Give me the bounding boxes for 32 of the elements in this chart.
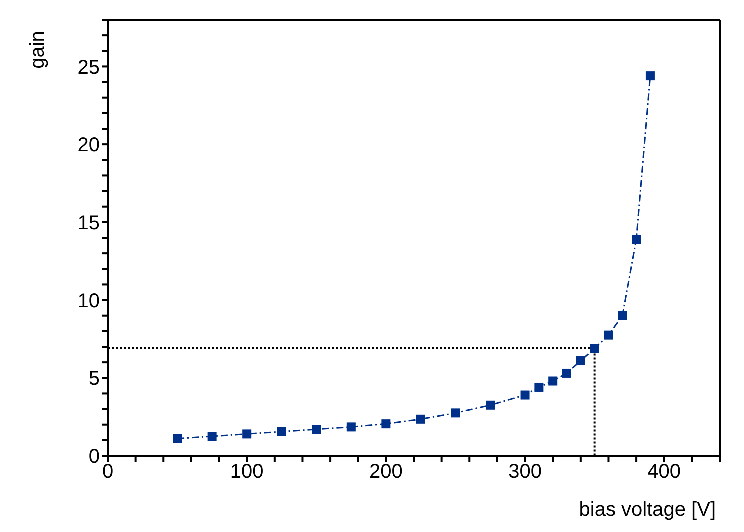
point	[312, 425, 322, 434]
x-axis-title: bias voltage [V]	[579, 499, 716, 521]
point	[646, 72, 655, 81]
y-tick-label: 5	[88, 368, 100, 390]
point	[618, 311, 628, 320]
point	[520, 390, 530, 400]
y-tick-label: 15	[78, 212, 100, 235]
y-tick-label: 10	[78, 290, 100, 312]
point	[173, 434, 182, 444]
point	[451, 408, 460, 418]
point	[242, 430, 252, 439]
point	[632, 235, 642, 244]
y-tick-label: 0	[88, 446, 100, 468]
point	[416, 414, 426, 424]
point	[548, 376, 558, 386]
point	[562, 368, 572, 378]
point	[277, 427, 286, 436]
point	[382, 420, 391, 429]
point	[576, 356, 586, 366]
point	[486, 400, 495, 410]
y-tick-label: 20	[78, 134, 100, 157]
x-tick-label: 400	[648, 461, 682, 484]
x-tick-label: 100	[230, 461, 264, 484]
point	[346, 422, 356, 432]
point	[534, 382, 544, 392]
point	[590, 344, 600, 354]
y-tick-label: 25	[78, 56, 100, 79]
y-axis-title: gain	[27, 31, 50, 69]
point	[604, 330, 614, 340]
x-tick-label: 300	[508, 461, 542, 484]
x-tick-label: 200	[369, 461, 403, 484]
point	[208, 432, 217, 442]
